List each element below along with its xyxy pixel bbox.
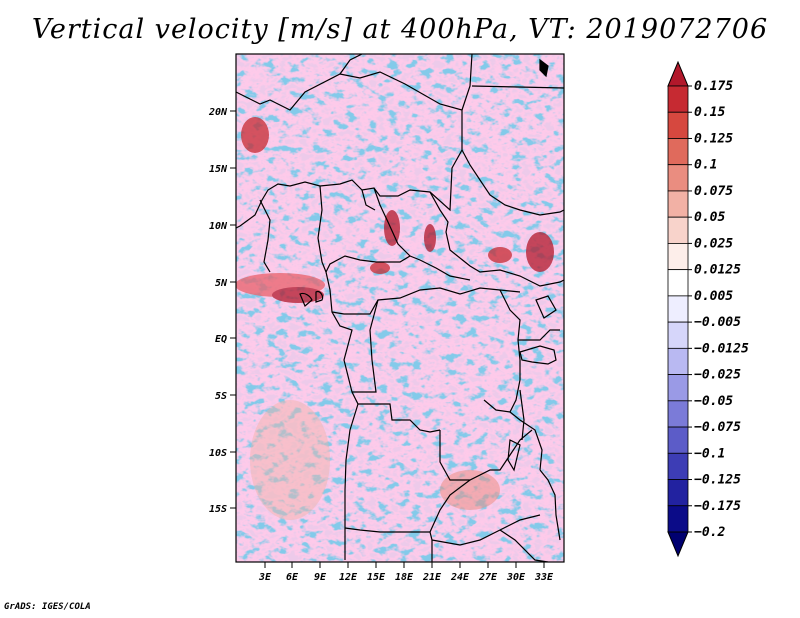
colorbar-label: −0.075: [694, 420, 741, 435]
footer-credit: GrADS: IGES/COLA: [4, 602, 91, 612]
colorbar-cap-bottom: [667, 531, 689, 558]
colorbar-label: 0.175: [694, 79, 733, 94]
lat-label: EQ: [215, 334, 227, 345]
vertical-velocity-field: [236, 54, 564, 562]
lon-label: 27E: [478, 572, 498, 583]
colorbar-label: 0.0125: [694, 263, 741, 278]
colorbar-label: −0.05: [694, 394, 733, 409]
lat-label: 5N: [215, 278, 228, 289]
colorbar-label: 0.025: [694, 236, 733, 251]
colorbar-segment: [667, 321, 689, 349]
colorbar-label: 0.005: [694, 289, 733, 304]
colorbar-segment: [667, 190, 689, 218]
lon-label: 30E: [506, 572, 526, 583]
lon-label: 15E: [367, 572, 386, 583]
lat-label: 15N: [209, 164, 228, 175]
lon-label: 18E: [395, 572, 414, 583]
latitude-axis: 20N 15N 10N 5N EQ 5S 10S 15S: [208, 107, 236, 515]
colorbar-label: −0.025: [694, 368, 741, 383]
colorbar-label: −0.005: [694, 315, 741, 330]
lat-label: 5S: [215, 391, 227, 402]
colorbar-segment: [667, 243, 689, 271]
colorbar-segment: [667, 85, 689, 113]
colorbar-segment: [667, 295, 689, 323]
colorbar-label: 0.125: [694, 131, 733, 146]
colorbar-label: −0.2: [694, 525, 725, 540]
chart-title: Vertical velocity [m/s] at 400hPa, VT: 2…: [31, 14, 769, 45]
lon-label: 12E: [339, 572, 358, 583]
longitude-axis: 3E 6E 9E 12E 15E 18E 21E 24E 27E 30E 33E: [258, 562, 554, 583]
lat-label: 10N: [209, 221, 228, 232]
colorbar-segment: [667, 269, 689, 297]
colorbar-label: 0.15: [694, 105, 725, 120]
colorbar-segment: [667, 505, 689, 533]
lon-label: 33E: [534, 572, 554, 583]
colorbar-segment: [667, 400, 689, 428]
colorbar-segment: [667, 216, 689, 244]
colorbar-label: 0.05: [694, 210, 725, 225]
lon-label: 21E: [422, 572, 442, 583]
lat-label: 10S: [209, 448, 227, 459]
colorbar-cap-top: [667, 60, 689, 87]
colorbar-segment: [667, 138, 689, 166]
colorbar-segment: [667, 374, 689, 402]
colorbar-label: 0.075: [694, 184, 733, 199]
colorbar-label: −0.175: [694, 499, 741, 514]
colorbar-label: −0.125: [694, 473, 741, 488]
colorbar-segment: [667, 111, 689, 139]
colorbar-segment: [667, 347, 689, 375]
colorbar-label: 0.1: [694, 158, 717, 173]
lon-label: 3E: [258, 572, 272, 583]
colorbar: [667, 60, 689, 558]
lon-label: 9E: [314, 572, 327, 583]
map-frame: [235, 53, 565, 563]
colorbar-labels: 0.175 0.15 0.125 0.1 0.075 0.05 0.025 0.0125 0.0…: [688, 79, 749, 540]
lat-label: 20N: [208, 107, 228, 118]
colorbar-segment: [667, 452, 689, 480]
colorbar-label: −0.1: [694, 446, 725, 461]
lat-label: 15S: [209, 504, 227, 515]
colorbar-label: −0.0125: [694, 341, 749, 356]
lon-label: 6E: [286, 572, 299, 583]
colorbar-segment: [667, 479, 689, 507]
colorbar-segment: [667, 426, 689, 454]
colorbar-segment: [667, 164, 689, 192]
lon-label: 24E: [450, 572, 470, 583]
